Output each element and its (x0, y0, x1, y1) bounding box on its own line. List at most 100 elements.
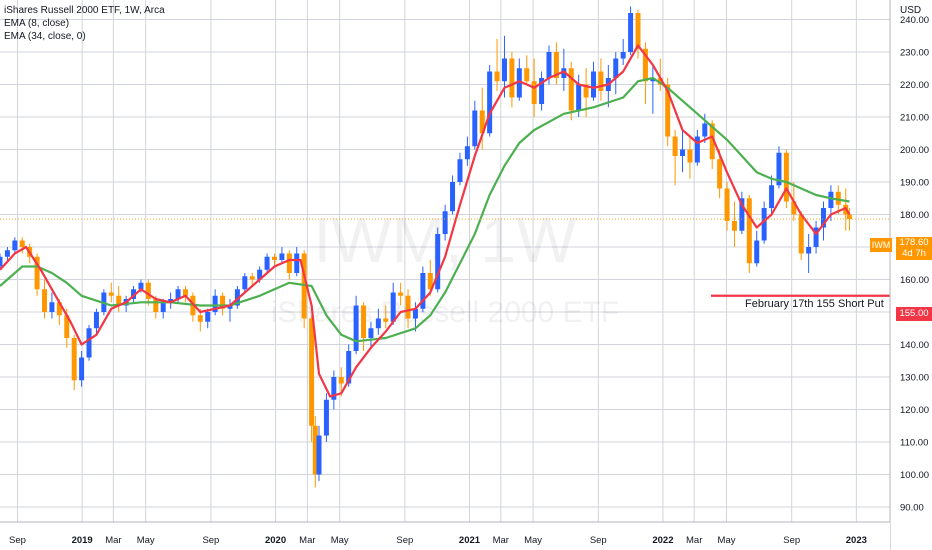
candle (731, 201, 737, 247)
candle (724, 182, 730, 231)
candle (390, 282, 396, 325)
candle-body (312, 425, 318, 475)
legend-symbol[interactable]: iShares Russell 2000 ETF, 1W, Arca (4, 5, 165, 16)
time-tick-label: Sep (396, 535, 413, 546)
candle-body (769, 185, 775, 208)
candle (620, 39, 626, 65)
candle-body (346, 351, 352, 384)
candle-body (309, 318, 315, 426)
candle-body (34, 256, 40, 290)
candle (86, 325, 92, 361)
candle (398, 282, 404, 306)
watermark-name: iShares Russell 2000 ETF (271, 296, 620, 329)
candle-body (746, 198, 752, 264)
candle (450, 175, 456, 215)
candle (687, 136, 693, 179)
candle-body (375, 318, 381, 329)
candle-body (835, 191, 841, 205)
price-tick-label: 90.00 (900, 503, 924, 514)
price-axis[interactable]: USD 90.00 100.00 110.00 120.00 130.00 140.00 15… (889, 0, 932, 550)
candle-body (694, 136, 700, 163)
candle-body (390, 292, 396, 322)
candle-body (182, 289, 188, 296)
time-tick-label: Mar (686, 535, 702, 546)
candle (516, 58, 522, 101)
candle-body (702, 123, 708, 137)
candle-body (383, 318, 389, 322)
candle-body (168, 299, 174, 303)
candle-body (568, 68, 574, 111)
reference-lines (0, 218, 890, 297)
candle (264, 253, 270, 273)
candle-body (93, 312, 99, 329)
candle (361, 302, 367, 351)
candle (249, 273, 255, 286)
short-put-annotation[interactable]: February 17th 155 Short Put (745, 298, 884, 310)
legend: iShares Russell 2000 ETF, 1W, Arca EMA (… (4, 4, 165, 43)
candle-body (205, 312, 211, 322)
time-axis[interactable]: Sep 2019 Mar May Sep 2020 Mar May Sep 2021 Mar May S… (0, 521, 890, 550)
candle (316, 425, 322, 481)
candle-body (131, 289, 137, 299)
candle (754, 230, 760, 267)
candle (769, 175, 775, 215)
ema-34-line (0, 76, 850, 343)
candle (323, 393, 329, 442)
candle-body (539, 78, 545, 104)
price-tick-label: 180.00 (900, 210, 929, 221)
candle (561, 48, 567, 91)
price-tick-label: 200.00 (900, 145, 929, 156)
candle (553, 42, 559, 85)
candle-body (598, 71, 604, 91)
candle-body (583, 84, 589, 98)
candle-body (464, 146, 470, 160)
candle (145, 279, 151, 306)
candle (116, 286, 122, 312)
candle (635, 9, 641, 59)
candle-body (227, 305, 233, 309)
candle (442, 204, 448, 241)
candle-body (613, 58, 619, 78)
candle (472, 100, 478, 150)
candle (717, 149, 723, 199)
price-tick-label: 110.00 (900, 438, 928, 449)
candle-body (457, 159, 463, 182)
candle (49, 292, 55, 319)
candle (131, 286, 137, 303)
last-price-value: 178.60 (899, 237, 929, 248)
candle-body (635, 13, 641, 49)
time-tick-label: 2023 (846, 535, 867, 546)
time-tick-label: May (137, 535, 155, 546)
candle-body (791, 201, 797, 215)
candle-body (509, 58, 515, 98)
candle-body (353, 305, 359, 351)
candle (294, 247, 300, 277)
candle (783, 149, 789, 208)
candle-body (412, 308, 418, 319)
candle-body (450, 182, 456, 212)
candle (34, 253, 40, 296)
candle-body (338, 377, 344, 384)
candle-body (709, 123, 715, 160)
time-tick-label: May (331, 535, 349, 546)
watermark: IWM, 1W iShares Russell 2000 ETF (271, 204, 620, 329)
candle (242, 273, 248, 293)
candle-body (197, 315, 203, 322)
candle-body (427, 273, 433, 290)
candle (279, 247, 285, 264)
candle (301, 250, 307, 329)
price-tick-label: 100.00 (900, 470, 929, 481)
candle (702, 113, 708, 143)
candle (234, 286, 240, 309)
legend-ema-slow[interactable]: EMA (34, close, 0) (4, 31, 86, 42)
candle-body (531, 81, 537, 104)
candle (0, 253, 3, 270)
candle-body (724, 188, 730, 221)
last-price-label: 178.60 4d 7h (896, 237, 932, 260)
candle-body (754, 240, 760, 264)
price-tick-label: 160.00 (900, 275, 929, 286)
legend-ema-fast[interactable]: EMA (8, close) (4, 18, 70, 29)
candle-body (576, 84, 582, 111)
candle (568, 61, 574, 121)
